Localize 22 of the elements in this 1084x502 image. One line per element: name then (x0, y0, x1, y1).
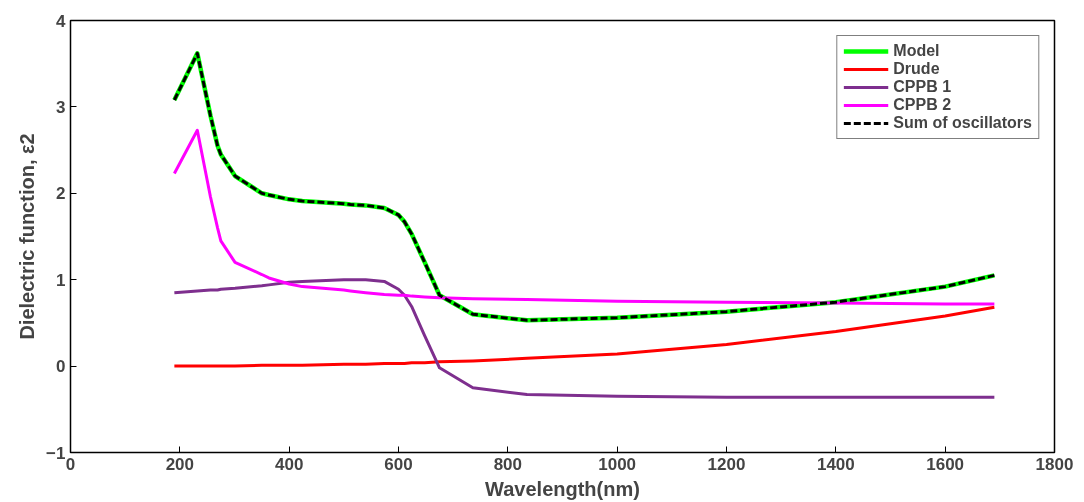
legend-label: Drude (893, 60, 940, 78)
x-axis-title: Wavelength(nm) (485, 477, 640, 500)
legend-label: Model (893, 42, 940, 60)
x-tick-label: 1200 (707, 454, 746, 474)
y-tick-label: 2 (56, 184, 66, 204)
x-tick-label: 800 (493, 454, 523, 474)
x-tick-label: 200 (165, 454, 195, 474)
y-tick-label: −1 (46, 443, 66, 463)
x-tick-label: 400 (274, 454, 304, 474)
legend-label: CPPB 1 (893, 78, 952, 96)
y-tick-label: 0 (56, 357, 66, 377)
x-tick-label: 1000 (598, 454, 637, 474)
y-tick-label: 4 (56, 11, 67, 31)
x-tick-label: 1800 (1035, 454, 1074, 474)
x-tick-label: 1400 (816, 454, 855, 474)
x-tick-label: 1600 (926, 454, 965, 474)
legend-label: CPPB 2 (893, 96, 952, 114)
x-tick-label: 600 (384, 454, 413, 474)
legend-label: Sum of oscillators (893, 114, 1032, 132)
y-axis-title: Dielectric function, ε2 (16, 133, 39, 340)
y-tick-label: 3 (56, 97, 66, 117)
y-tick-label: 1 (56, 270, 66, 290)
